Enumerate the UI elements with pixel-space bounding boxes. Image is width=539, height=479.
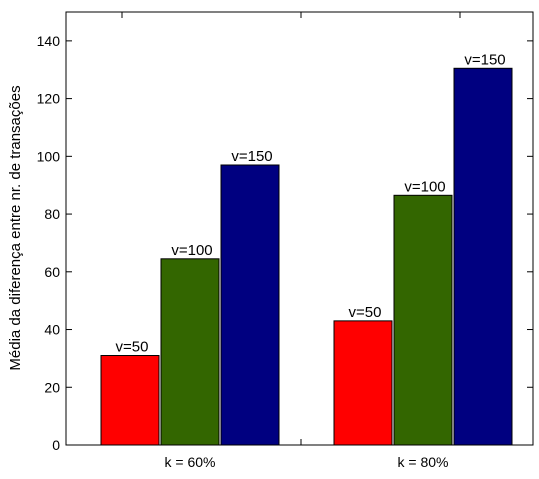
y-tick-label: 140 [37,33,61,49]
bar [393,194,453,446]
y-tick-label: 20 [44,379,60,395]
y-tick-label: 80 [44,206,60,222]
bar-value-label: v=150 [464,51,505,68]
y-axis: 0 20 40 60 80 100 120 140 [37,33,533,453]
y-tick-label: 40 [44,322,60,338]
bar [333,320,393,446]
bar-value-label: v=50 [116,339,149,356]
y-tick-label: 0 [52,437,60,453]
bar-value-label: v=150 [231,148,272,165]
x-tick-label: k = 80% [398,454,449,470]
y-axis-title: Média da diferença entre nr. de transaçõ… [7,85,24,370]
y-tick-label: 120 [37,91,61,107]
bar-value-label: v=100 [171,242,212,259]
bars [100,67,513,446]
bar [100,355,160,446]
bar [453,67,513,446]
bar-value-label: v=100 [404,178,445,195]
bar [220,164,280,446]
x-tick-label: k = 60% [165,454,216,470]
bar-value-label: v=50 [349,304,382,321]
y-tick-label: 100 [37,148,61,164]
bar [160,258,220,446]
y-tick-label: 60 [44,264,60,280]
data-labels: v=50 v=100 v=150 v=50 v=100 v=150 [116,51,506,355]
